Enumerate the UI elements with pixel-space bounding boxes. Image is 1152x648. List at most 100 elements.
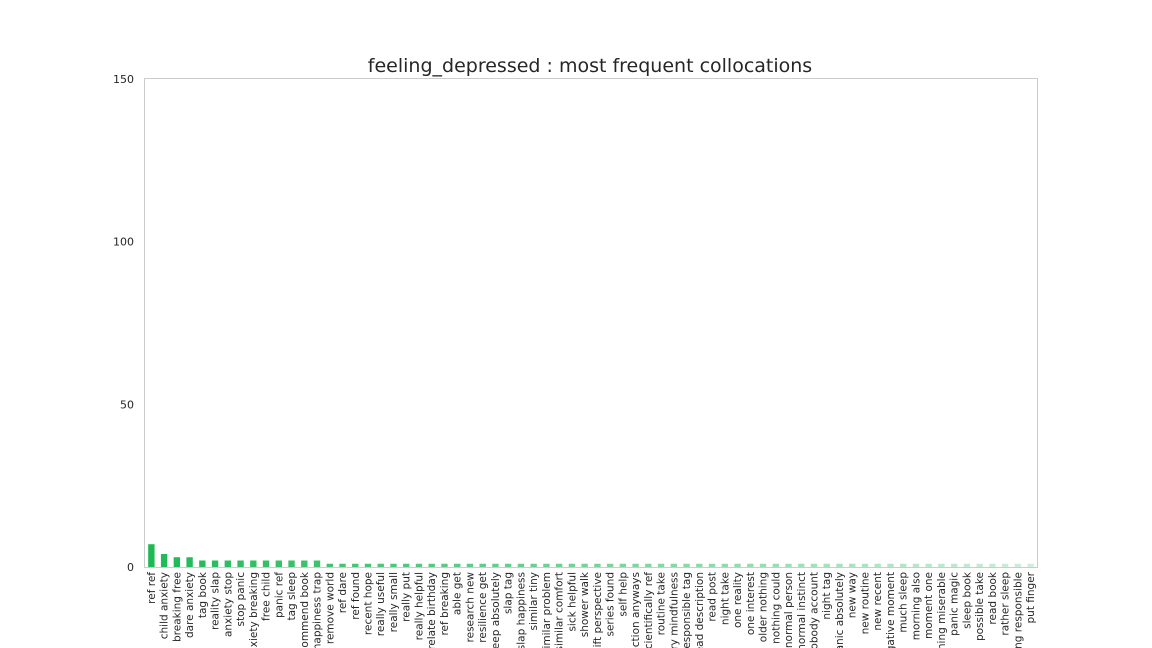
bar [441, 563, 448, 567]
x-tick-label: recent hope [363, 572, 375, 635]
bar [224, 560, 232, 567]
x-tick-label: ref ref [146, 572, 158, 604]
x-tick-label: possible take [974, 572, 986, 641]
x-tick-label: dare anxiety [184, 572, 196, 638]
bar [568, 563, 576, 567]
bar [581, 563, 588, 567]
bar [1014, 563, 1022, 567]
x-tick-label: child anxiety [159, 572, 171, 639]
x-tick-label: much sleep [898, 572, 910, 633]
bar [237, 560, 244, 567]
y-tick-label: 0 [127, 561, 134, 574]
x-tick-label: scientifically ref [643, 572, 655, 648]
x-tick-label: moment one [923, 572, 935, 639]
bar [211, 560, 219, 567]
x-tick-label: stop panic [235, 572, 247, 627]
bar [148, 544, 155, 567]
x-tick-label: try mindfulness [668, 572, 680, 648]
x-tick-label: slap tag [503, 572, 515, 614]
bar [339, 563, 346, 567]
plot-frame [144, 78, 1038, 568]
bar [645, 563, 652, 567]
bar [403, 563, 410, 567]
bar [262, 560, 270, 567]
x-tick-label: similar comfort [554, 572, 566, 648]
x-tick-label: night take [719, 572, 731, 625]
x-tick-label: recommend book [299, 571, 311, 648]
bar [772, 563, 779, 567]
y-axis: 0 50 100 150 [113, 73, 134, 574]
x-tick-label: night tag [821, 572, 833, 620]
x-tick-label: read description [694, 572, 706, 648]
bar [938, 563, 945, 567]
bar [912, 563, 920, 567]
bar [492, 563, 499, 567]
bar [377, 563, 384, 567]
x-tick-label: feeling responsible [1012, 572, 1024, 648]
x-tick-label: one reality [732, 572, 744, 628]
x-tick-label: reality slap [210, 572, 222, 630]
x-tick-label: connection anyways [630, 572, 642, 648]
x-tick-label: sleep book [961, 571, 973, 629]
x-tick-label: anxiety stop [222, 572, 234, 637]
x-tick-label: nobody account [809, 572, 821, 648]
x-tick-label: really helpful [413, 572, 425, 640]
bar [555, 563, 563, 567]
bar [810, 563, 818, 567]
y-tick-label: 50 [120, 398, 134, 411]
x-tick-label: happiness trap [312, 572, 324, 648]
x-tick-label: shower walk [579, 571, 591, 637]
bar [288, 560, 295, 567]
bar [543, 563, 550, 567]
x-tick-label: rather sleep [1000, 572, 1012, 636]
bar [836, 563, 843, 567]
x-tick-label: tag sleep [286, 572, 298, 621]
bar [963, 563, 971, 567]
bar [594, 563, 601, 567]
x-tick-label: new recent [872, 572, 884, 631]
x-tick-label: anxiety breaking [248, 572, 260, 648]
x-tick-label: negative moment [885, 572, 897, 648]
bar [275, 560, 282, 567]
bar [606, 563, 614, 567]
y-tick-label: 100 [113, 236, 134, 249]
bar [721, 563, 728, 567]
bar [173, 557, 181, 567]
bar [199, 560, 206, 567]
chart-title: feeling_depressed : most frequent colloc… [368, 55, 812, 77]
x-tick-label: self help [617, 572, 629, 617]
bar [823, 563, 830, 567]
bar [1001, 563, 1009, 567]
bar [504, 563, 512, 567]
x-tick-label: older nothing [758, 572, 770, 642]
x-tick-label: put finger [1025, 571, 1037, 623]
x-tick-label: sleep absolutely [490, 572, 502, 648]
x-tick-label: responsible tag [681, 572, 693, 648]
x-tick-label: new routine [859, 572, 871, 634]
bar [466, 563, 474, 567]
bar [734, 563, 741, 567]
x-tick-label: breaking free [171, 572, 183, 642]
bar [632, 563, 639, 567]
bar [390, 563, 397, 567]
x-tick-label: free child [261, 572, 273, 621]
x-tick-label: morning also [910, 572, 922, 640]
x-tick-label: really small [388, 572, 400, 632]
bar [1027, 563, 1034, 567]
bar [657, 563, 665, 567]
x-tick-label: ref found [350, 572, 362, 620]
bar [619, 563, 627, 567]
bar [479, 563, 486, 567]
bar [989, 563, 996, 567]
x-tick-label: ref breaking [439, 572, 451, 636]
bar [301, 560, 308, 567]
bar [861, 563, 869, 567]
bar [313, 560, 321, 567]
bar [900, 563, 907, 567]
bar [696, 563, 703, 567]
x-tick-label: one interest [745, 572, 757, 635]
x-tick-label: tag book [197, 571, 209, 618]
bar [670, 563, 678, 567]
bar [250, 560, 257, 567]
